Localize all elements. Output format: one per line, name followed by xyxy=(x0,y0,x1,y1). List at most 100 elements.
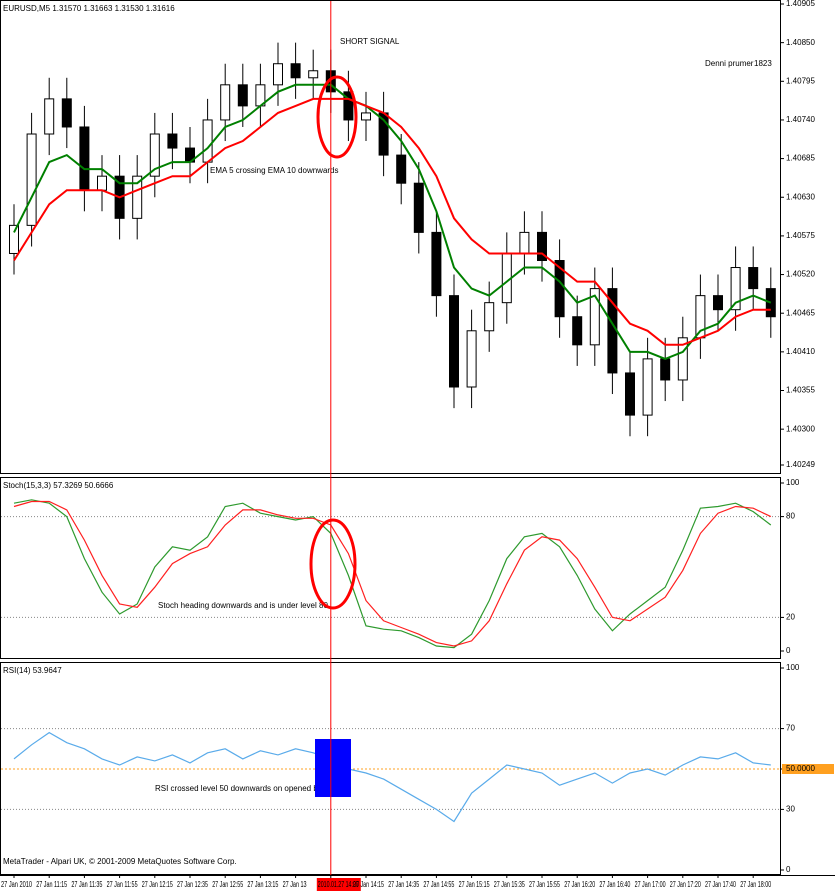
x-tick-label: 2010.01.27 14:00 xyxy=(318,880,359,889)
candle-body-up xyxy=(97,175,107,191)
candle-body-down xyxy=(449,295,459,388)
y-tick-label: 70 xyxy=(786,724,795,733)
candle-body-up xyxy=(44,98,55,135)
panel-plot xyxy=(9,42,776,437)
x-tick-label: 27 Jan 12:55 xyxy=(212,880,243,889)
signal-circle xyxy=(316,75,358,159)
candle-body-up xyxy=(589,288,600,346)
x-tick-label: 27 Jan 15:35 xyxy=(494,880,525,889)
candle-body-up xyxy=(9,224,19,254)
candle-body-down xyxy=(79,126,90,191)
price-panel xyxy=(0,0,781,474)
y-tick-label: 1.40249 xyxy=(786,460,815,469)
crosshair-label-bg xyxy=(316,878,361,891)
candle-body-up xyxy=(642,358,653,416)
panel-title: Stoch(15,3,3) 57.3269 50.6666 xyxy=(3,481,114,490)
y-tick-label: 0 xyxy=(786,646,791,655)
y-tick-label: 1.40520 xyxy=(786,270,815,279)
candle-body-down xyxy=(290,63,301,79)
series-line xyxy=(13,500,772,647)
candle-body-up xyxy=(132,175,143,219)
candle-body-down xyxy=(431,231,442,297)
y-tick-label: 1.40905 xyxy=(786,0,815,8)
candle-body-up xyxy=(273,63,283,86)
x-tick-label: 27 Jan 16:20 xyxy=(564,880,595,889)
candle-body-up xyxy=(149,133,160,177)
x-tick-label: 27 Jan 15:55 xyxy=(529,880,560,889)
stoch-panel xyxy=(0,477,781,659)
candle-body-up xyxy=(484,302,495,332)
annotation: SHORT SIGNAL xyxy=(340,37,400,46)
annotation: Denni prumer xyxy=(705,59,754,68)
y-tick-label: 1.40685 xyxy=(786,154,815,163)
series-line xyxy=(13,499,772,649)
candle-body-down xyxy=(660,358,671,381)
candle-body-down xyxy=(554,260,565,318)
candle-body-up xyxy=(466,330,477,388)
candle-body-down xyxy=(748,267,759,290)
y-tick-label: 0 xyxy=(786,865,791,874)
candle-body-down xyxy=(396,154,407,184)
candle-body-up xyxy=(308,70,319,79)
x-tick-label: 27 Jan 11:35 xyxy=(71,880,102,889)
candle-body-up xyxy=(202,119,213,163)
panel-plot xyxy=(1,728,780,823)
annotation: Stoch heading downwards and is under lev… xyxy=(158,601,328,610)
series-line xyxy=(13,97,771,346)
y-tick-label: 50.0000 xyxy=(786,764,815,773)
x-tick-label: 27 Jan 14:55 xyxy=(423,880,454,889)
annotation: EMA 5 crossing EMA 10 downwards xyxy=(210,166,339,175)
y-tick-label: 100 xyxy=(786,663,800,672)
candle-body-down xyxy=(572,316,583,346)
candle-body-up xyxy=(361,112,371,121)
y-tick-label: 100 xyxy=(786,478,800,487)
signal-box xyxy=(315,739,351,797)
y-tick-label: 1.40740 xyxy=(786,115,815,124)
signal-circle xyxy=(309,518,357,610)
candle-body-down xyxy=(343,91,354,121)
y-tick-label: 1.40300 xyxy=(786,424,815,433)
y-tick-label: 1.40575 xyxy=(786,231,815,240)
x-tick-label: 27 Jan 14:15 xyxy=(353,880,384,889)
y-tick-label: 1.40850 xyxy=(786,38,815,47)
x-tick-label: 27 Jan 2010 xyxy=(1,880,32,889)
candle-body-up xyxy=(519,231,530,254)
level-label-bg xyxy=(782,764,834,774)
x-tick-label: 27 Jan 14:35 xyxy=(388,880,419,889)
candle-body-down xyxy=(625,372,635,416)
x-tick-label: 27 Jan 13:15 xyxy=(247,880,278,889)
x-tick-label: 27 Jan 15:15 xyxy=(459,880,490,889)
x-tick-label: 27 Jan 16:40 xyxy=(599,880,630,889)
candle-body-up xyxy=(677,337,688,381)
candle-body-down xyxy=(167,133,178,149)
candle-body-up xyxy=(26,133,37,226)
x-tick-label: 27 Jan 12:35 xyxy=(177,880,208,889)
y-tick-label: 1.40630 xyxy=(786,192,815,201)
candle-body-up xyxy=(730,267,741,311)
x-tick-label: 27 Jan 12:15 xyxy=(142,880,173,889)
y-tick-label: 1.40795 xyxy=(786,76,815,85)
series-line xyxy=(13,83,772,360)
x-tick-label: 27 Jan 17:00 xyxy=(635,880,666,889)
panel-title: EURUSD,M5 1.31570 1.31663 1.31530 1.3161… xyxy=(3,4,175,13)
y-tick-label: 80 xyxy=(786,512,795,521)
candle-body-down xyxy=(61,98,72,128)
y-tick-label: 1.40465 xyxy=(786,308,815,317)
y-tick-label: 20 xyxy=(786,613,795,622)
x-tick-label: 27 Jan 17:40 xyxy=(705,880,736,889)
y-tick-label: 1.40410 xyxy=(786,347,815,356)
candle-body-down xyxy=(537,231,547,262)
y-tick-label: 1.40355 xyxy=(786,386,815,395)
candle-body-down xyxy=(237,84,248,107)
candle-body-down xyxy=(713,295,723,311)
footer: MetaTrader - Alpari UK, © 2001-2009 Meta… xyxy=(3,857,237,866)
x-tick-label: 27 Jan 11:55 xyxy=(107,880,138,889)
annotation: RSI crossed level 50 downwards on opened… xyxy=(155,784,325,793)
annotation: 1823 xyxy=(754,59,772,68)
x-tick-label: 27 Jan 18:00 xyxy=(740,880,771,889)
y-tick-label: 30 xyxy=(786,805,795,814)
candle-body-up xyxy=(220,84,231,121)
panel-title: RSI(14) 53.9647 xyxy=(3,666,62,675)
